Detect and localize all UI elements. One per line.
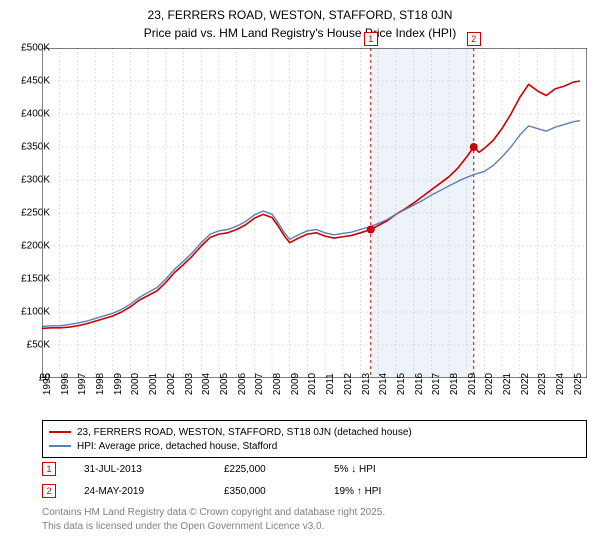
x-tick-label: 2022 bbox=[520, 373, 531, 395]
x-tick-label: 2018 bbox=[449, 373, 460, 395]
footer-line: Contains HM Land Registry data © Crown c… bbox=[42, 506, 587, 520]
sale-diff: 19% ↑ HPI bbox=[334, 486, 464, 497]
x-tick-label: 2013 bbox=[361, 373, 372, 395]
legend-item-property: 23, FERRERS ROAD, WESTON, STAFFORD, ST18… bbox=[49, 425, 580, 439]
x-tick-label: 2006 bbox=[237, 373, 248, 395]
x-tick-label: 2000 bbox=[130, 373, 141, 395]
sale-date: 31-JUL-2013 bbox=[84, 464, 224, 475]
y-tick-label: £150K bbox=[21, 274, 50, 285]
sale-marker-1: 1 bbox=[42, 462, 56, 476]
x-tick-label: 2017 bbox=[431, 373, 442, 395]
x-tick-label: 2023 bbox=[537, 373, 548, 395]
x-tick-label: 2008 bbox=[272, 373, 283, 395]
sales-row: 1 31-JUL-2013 £225,000 5% ↓ HPI bbox=[42, 458, 587, 480]
chart-container: 23, FERRERS ROAD, WESTON, STAFFORD, ST18… bbox=[0, 0, 600, 560]
x-tick-label: 2012 bbox=[343, 373, 354, 395]
x-tick-label: 2007 bbox=[254, 373, 265, 395]
legend-swatch bbox=[49, 445, 71, 447]
y-tick-label: £300K bbox=[21, 175, 50, 186]
x-tick-label: 2010 bbox=[307, 373, 318, 395]
legend-item-hpi: HPI: Average price, detached house, Staf… bbox=[49, 439, 580, 453]
x-tick-label: 2009 bbox=[290, 373, 301, 395]
x-tick-label: 1999 bbox=[113, 373, 124, 395]
x-tick-label: 1995 bbox=[42, 373, 53, 395]
vline-marker-box: 2 bbox=[467, 32, 481, 46]
y-tick-label: £400K bbox=[21, 109, 50, 120]
vline-marker-box: 1 bbox=[364, 32, 378, 46]
x-tick-label: 2014 bbox=[378, 373, 389, 395]
y-tick-label: £250K bbox=[21, 208, 50, 219]
y-tick-label: £100K bbox=[21, 307, 50, 318]
x-tick-label: 2016 bbox=[414, 373, 425, 395]
x-tick-label: 2001 bbox=[148, 373, 159, 395]
x-tick-label: 2025 bbox=[573, 373, 584, 395]
legend-label: HPI: Average price, detached house, Staf… bbox=[77, 441, 277, 452]
x-tick-label: 2015 bbox=[396, 373, 407, 395]
x-tick-label: 2021 bbox=[502, 373, 513, 395]
x-tick-label: 2004 bbox=[201, 373, 212, 395]
x-tick-label: 1996 bbox=[60, 373, 71, 395]
sale-marker-2: 2 bbox=[42, 484, 56, 498]
chart-svg bbox=[42, 48, 587, 378]
y-tick-label: £200K bbox=[21, 241, 50, 252]
legend-label: 23, FERRERS ROAD, WESTON, STAFFORD, ST18… bbox=[77, 427, 412, 438]
x-tick-label: 2003 bbox=[184, 373, 195, 395]
sales-row: 2 24-MAY-2019 £350,000 19% ↑ HPI bbox=[42, 480, 587, 502]
x-tick-label: 2020 bbox=[484, 373, 495, 395]
sale-date: 24-MAY-2019 bbox=[84, 486, 224, 497]
sale-price: £350,000 bbox=[224, 486, 334, 497]
x-tick-label: 1997 bbox=[77, 373, 88, 395]
sales-table: 1 31-JUL-2013 £225,000 5% ↓ HPI 2 24-MAY… bbox=[42, 458, 587, 502]
chart-subtitle: Price paid vs. HM Land Registry's House … bbox=[0, 22, 600, 44]
x-tick-label: 2005 bbox=[219, 373, 230, 395]
sale-price: £225,000 bbox=[224, 464, 334, 475]
footer: Contains HM Land Registry data © Crown c… bbox=[42, 506, 587, 533]
y-tick-label: £350K bbox=[21, 142, 50, 153]
sale-diff: 5% ↓ HPI bbox=[334, 464, 464, 475]
legend: 23, FERRERS ROAD, WESTON, STAFFORD, ST18… bbox=[42, 420, 587, 458]
y-tick-label: £500K bbox=[21, 43, 50, 54]
y-tick-label: £50K bbox=[27, 340, 50, 351]
y-tick-label: £450K bbox=[21, 76, 50, 87]
chart-area bbox=[42, 48, 587, 378]
x-tick-label: 2011 bbox=[325, 373, 336, 395]
chart-title: 23, FERRERS ROAD, WESTON, STAFFORD, ST18… bbox=[0, 0, 600, 22]
legend-swatch bbox=[49, 431, 71, 433]
x-tick-label: 2019 bbox=[467, 373, 478, 395]
x-tick-label: 2002 bbox=[166, 373, 177, 395]
footer-line: This data is licensed under the Open Gov… bbox=[42, 520, 587, 534]
x-tick-label: 2024 bbox=[555, 373, 566, 395]
x-tick-label: 1998 bbox=[95, 373, 106, 395]
